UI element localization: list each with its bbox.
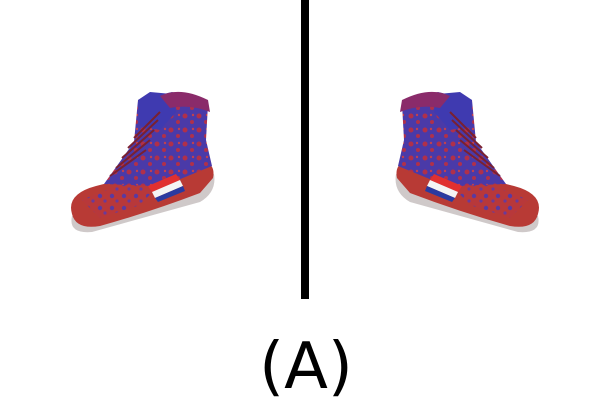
right-shoe bbox=[394, 90, 540, 234]
divider bbox=[301, 0, 309, 299]
left-shoe bbox=[70, 90, 216, 234]
caption: (A) bbox=[259, 330, 353, 400]
